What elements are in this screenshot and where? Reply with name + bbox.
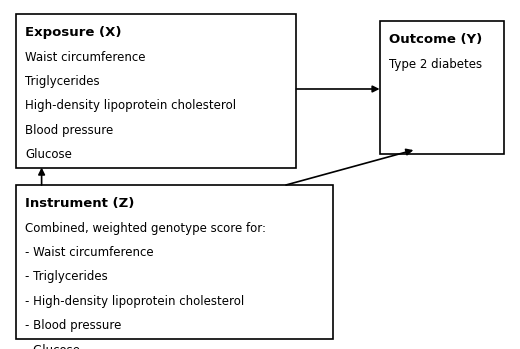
- Text: - Waist circumference: - Waist circumference: [25, 246, 153, 259]
- Bar: [16, 185, 333, 339]
- Bar: [16, 14, 296, 168]
- Text: Combined, weighted genotype score for:: Combined, weighted genotype score for:: [25, 222, 266, 235]
- Text: High-density lipoprotein cholesterol: High-density lipoprotein cholesterol: [25, 99, 236, 112]
- Text: Outcome (Y): Outcome (Y): [389, 33, 482, 46]
- Text: Instrument (Z): Instrument (Z): [25, 197, 134, 210]
- Text: Type 2 diabetes: Type 2 diabetes: [389, 58, 482, 70]
- Text: Exposure (X): Exposure (X): [25, 26, 122, 39]
- Text: - Glucose: - Glucose: [25, 344, 80, 349]
- Text: - High-density lipoprotein cholesterol: - High-density lipoprotein cholesterol: [25, 295, 244, 308]
- Text: Triglycerides: Triglycerides: [25, 75, 100, 88]
- Bar: [380, 21, 504, 154]
- Text: - Blood pressure: - Blood pressure: [25, 319, 121, 332]
- Text: - Triglycerides: - Triglycerides: [25, 270, 108, 283]
- Text: Glucose: Glucose: [25, 148, 72, 161]
- Text: Waist circumference: Waist circumference: [25, 51, 146, 64]
- Text: Blood pressure: Blood pressure: [25, 124, 113, 137]
